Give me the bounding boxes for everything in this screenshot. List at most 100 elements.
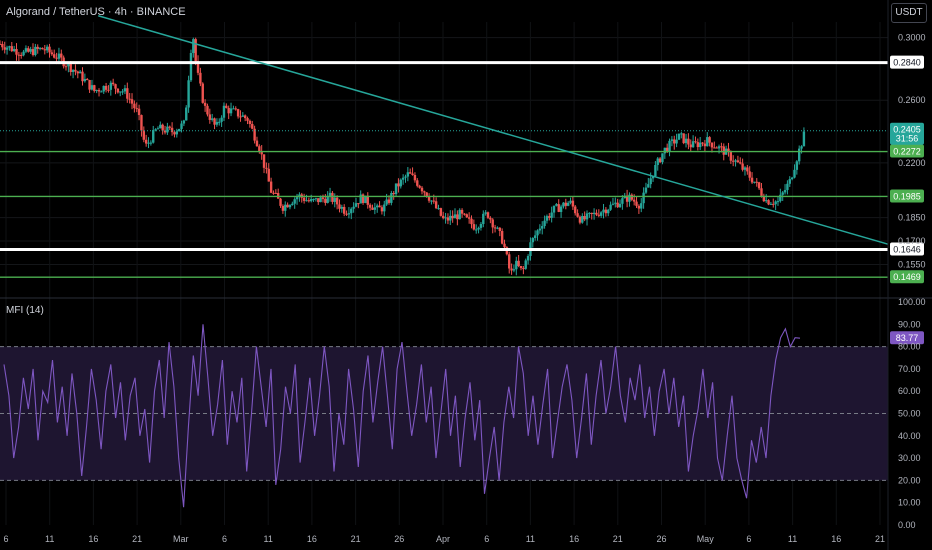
candle-body — [83, 79, 87, 82]
candle-body — [404, 176, 407, 178]
candle-body — [210, 118, 214, 120]
candle-body — [590, 212, 593, 214]
candle-body — [126, 88, 129, 99]
candle-body — [437, 208, 440, 210]
candle-body — [621, 198, 624, 204]
candle-body — [411, 173, 414, 175]
candle-body — [111, 82, 115, 85]
candle-body — [232, 108, 235, 110]
candle-body — [722, 146, 725, 155]
candle-body — [260, 151, 263, 155]
candle-body — [227, 107, 230, 114]
time-tick-label: 6 — [484, 534, 489, 544]
candle-body — [324, 198, 327, 203]
candle-body — [272, 192, 275, 194]
candle-body — [656, 158, 659, 165]
candle-body — [225, 105, 228, 108]
indicator-label[interactable]: MFI (14) — [6, 305, 44, 316]
currency-button[interactable]: USDT — [891, 3, 927, 23]
candle-body — [522, 268, 525, 270]
candle-body — [295, 197, 299, 200]
candle-body — [128, 98, 131, 100]
candle-body — [93, 85, 96, 91]
candle-body — [48, 46, 51, 53]
symbol-title[interactable]: Algorand / TetherUS · 4h · BINANCE — [6, 6, 186, 18]
candle-body — [76, 71, 79, 74]
candle-body — [583, 216, 586, 220]
time-tick-label: 21 — [875, 534, 885, 544]
candle-body — [78, 71, 82, 74]
candle-body — [517, 260, 520, 266]
time-tick-label: 21 — [613, 534, 623, 544]
candle-body — [755, 181, 758, 183]
candle-body — [618, 203, 622, 208]
candle-body — [611, 203, 615, 205]
candle-body — [119, 91, 122, 93]
candle-body — [147, 142, 150, 144]
candle-body — [354, 203, 358, 207]
candle-body — [585, 213, 589, 220]
candle-body — [647, 184, 650, 188]
candle-body — [364, 195, 367, 204]
candle-body — [36, 46, 39, 49]
candle-body — [123, 88, 127, 92]
candle-body — [781, 192, 784, 195]
candle-body — [609, 204, 612, 210]
candle-body — [284, 204, 287, 211]
candle-body — [81, 71, 84, 82]
candle-body — [234, 108, 237, 110]
candle-body — [74, 69, 77, 72]
candle-body — [41, 47, 44, 50]
candle-body — [786, 183, 789, 191]
candle-body — [470, 218, 473, 225]
candle-body — [562, 202, 565, 207]
candle-body — [769, 203, 773, 205]
candle-body — [574, 206, 577, 214]
candle-body — [104, 85, 108, 90]
candle-body — [500, 230, 504, 244]
axis-labels: 0.3000 0.2600 0.2200 0.1850 0.1700 0.1550 6 11 1… — [3, 33, 925, 544]
candle-body — [3, 47, 6, 50]
candle-body — [762, 195, 766, 202]
mfi-line — [3, 324, 801, 508]
candle-body — [135, 108, 138, 110]
descending-trendline — [98, 15, 889, 245]
candle-body — [427, 196, 431, 201]
candle-body — [564, 202, 568, 206]
candle-body — [706, 137, 709, 147]
candle-body — [267, 168, 270, 182]
candle-body — [189, 53, 193, 81]
candle-body — [753, 181, 756, 183]
candle-body — [510, 268, 513, 271]
candle-body — [731, 160, 735, 162]
candle-body — [314, 198, 318, 200]
candle-body — [394, 183, 398, 195]
candle-body — [114, 84, 117, 89]
price-tick-label: 0.1850 — [898, 213, 926, 223]
candle-body — [29, 49, 32, 52]
candle-body — [482, 213, 485, 224]
time-tick-label: 16 — [569, 534, 579, 544]
candle-body — [180, 123, 183, 129]
candle-body — [689, 144, 692, 148]
time-tick-label: 21 — [351, 534, 361, 544]
candle-body — [484, 212, 487, 214]
candle-body — [465, 214, 468, 218]
candle-body — [307, 200, 311, 202]
candle-body — [281, 205, 285, 211]
candle-body — [401, 177, 405, 180]
level-price-badge — [890, 270, 924, 284]
candle-body — [140, 115, 143, 131]
candle-body — [319, 197, 322, 203]
candle-body — [663, 147, 667, 154]
candle-body — [406, 172, 410, 177]
candle-body — [776, 201, 780, 203]
candle-body — [31, 49, 35, 55]
candle-body — [90, 85, 94, 90]
candle-body — [152, 130, 155, 143]
candle-body — [24, 48, 28, 52]
time-tick-label: 26 — [656, 534, 666, 544]
candle-body — [684, 138, 688, 144]
candle-body — [130, 99, 134, 104]
